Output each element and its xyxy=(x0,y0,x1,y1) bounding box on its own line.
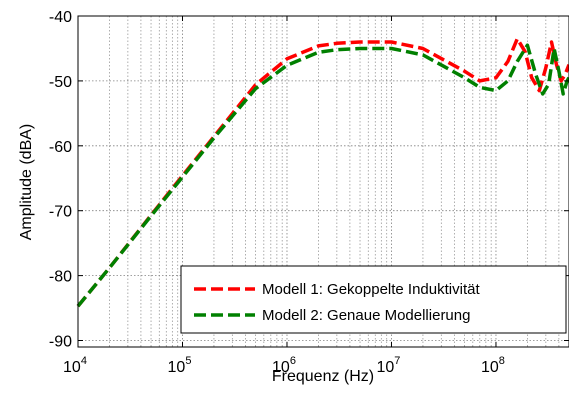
x-tick-base: 10 xyxy=(272,359,290,376)
x-tick-exponent: 6 xyxy=(290,355,296,367)
y-tick-label: -50 xyxy=(49,74,72,91)
x-tick-label: 108 xyxy=(481,355,505,376)
legend-label-modell-1: Modell 1: Gekoppelte Induktivität xyxy=(262,281,480,298)
legend-box xyxy=(180,265,567,334)
y-tick-label: -60 xyxy=(49,139,72,156)
y-tick-label: -80 xyxy=(49,269,72,286)
y-axis-ticks: -90 -80 -70 -60 -50 -40 xyxy=(49,9,569,351)
y-axis-title: Amplitude (dBA) xyxy=(18,124,35,241)
x-tick-exponent: 7 xyxy=(394,355,400,367)
plot-frame xyxy=(77,15,569,348)
legend: Modell 1: Gekoppelte Induktivität Modell… xyxy=(180,265,567,334)
series-line-modell-2 xyxy=(76,43,569,308)
x-tick-label: 106 xyxy=(272,355,296,376)
y-tick-label: -40 xyxy=(49,9,72,26)
x-axis-title: Frequenz (Hz) xyxy=(272,368,374,385)
series-layer xyxy=(76,36,569,308)
x-tick-label: 107 xyxy=(377,355,401,376)
y-tick-label: -70 xyxy=(49,204,72,221)
x-tick-exponent: 4 xyxy=(81,355,87,367)
x-tick-exponent: 5 xyxy=(185,355,191,367)
x-tick-base: 10 xyxy=(168,359,186,376)
x-tick-base: 10 xyxy=(377,359,395,376)
x-tick-label: 105 xyxy=(168,355,192,376)
x-tick-label: 104 xyxy=(63,355,87,376)
x-tick-exponent: 8 xyxy=(499,355,505,367)
x-tick-base: 10 xyxy=(481,359,499,376)
y-tick-label: -90 xyxy=(49,334,72,351)
x-axis-ticks: 104 105 106 107 108 xyxy=(63,16,505,376)
x-tick-base: 10 xyxy=(63,359,81,376)
legend-label-modell-2: Modell 2: Genaue Modellierung xyxy=(262,307,470,324)
